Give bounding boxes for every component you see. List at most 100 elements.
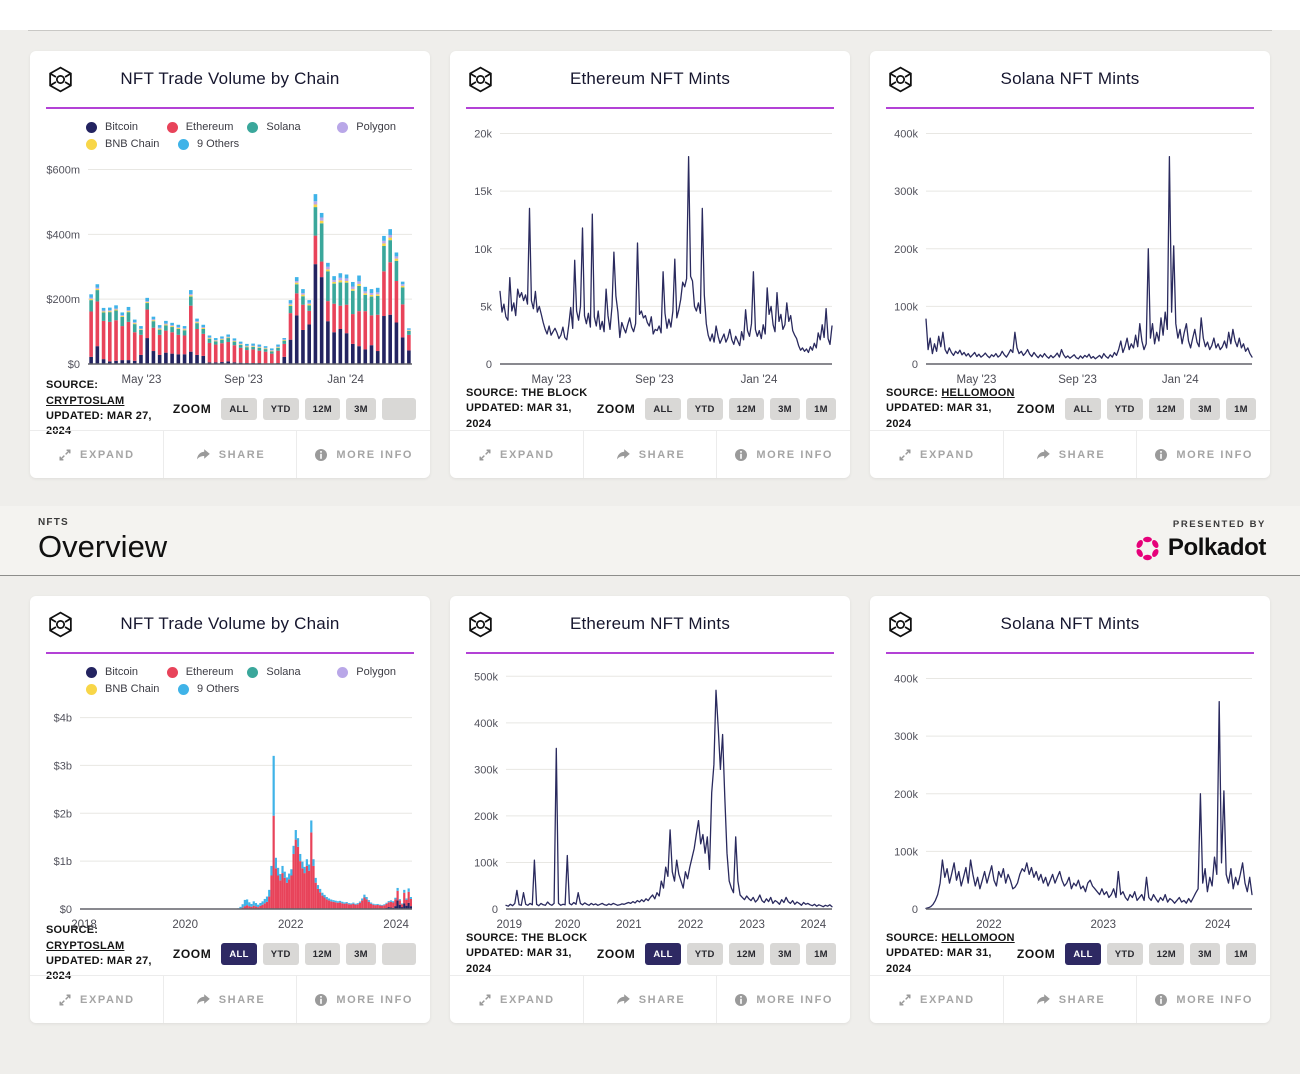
share-button[interactable]: SHARE (162, 976, 297, 1023)
svg-text:2023: 2023 (739, 919, 765, 931)
legend-item-solana[interactable]: Solana (247, 666, 307, 678)
legend-item-ethereum[interactable]: Ethereum (166, 666, 233, 678)
card-solana-mints-12m: Solana NFT Mints 0 100k 200k 300k 400k May '2… (870, 51, 1270, 478)
zoom-button-3m[interactable]: 3M (770, 943, 800, 965)
source-row: SOURCE: CRYPTOSLAM UPDATED: MAR 27, 2024… (30, 924, 430, 982)
zoom-button-3m[interactable]: 3M (346, 943, 376, 965)
more-info-button[interactable]: MORE INFO (1136, 431, 1270, 478)
zoom-button-all[interactable]: ALL (221, 398, 257, 420)
legend-label: Solana (266, 666, 301, 678)
share-button[interactable]: SHARE (582, 431, 717, 478)
svg-text:Sep '23: Sep '23 (224, 374, 263, 386)
source-link[interactable]: THE BLOCK (521, 931, 588, 944)
share-button[interactable]: SHARE (582, 976, 717, 1023)
more-info-button[interactable]: MORE INFO (296, 976, 430, 1023)
legend-label: BNB Chain (105, 683, 160, 695)
zoom-button-3m[interactable]: 3M (1190, 943, 1220, 965)
zoom-button-ytd[interactable]: YTD (686, 398, 723, 420)
zoom-button-12m[interactable]: 12M (728, 943, 764, 965)
zoom-controls: ZOOM ALL YTD 12M 3M 1M (1017, 943, 1256, 965)
zoom-button-blank[interactable] (382, 398, 416, 420)
info-icon (315, 448, 328, 461)
legend-item-ethereum[interactable]: Ethereum (166, 121, 233, 133)
zoom-button-12m[interactable]: 12M (304, 398, 340, 420)
svg-text:$2b: $2b (54, 808, 72, 820)
zoom-button-3m[interactable]: 3M (770, 398, 800, 420)
expand-button[interactable]: EXPAND (450, 976, 583, 1023)
legend-dot (247, 666, 259, 678)
zoom-button-1m[interactable]: 1M (806, 943, 836, 965)
zoom-button-12m[interactable]: 12M (1148, 398, 1184, 420)
zoom-button-ytd[interactable]: YTD (1106, 943, 1143, 965)
zoom-button-all[interactable]: ALL (645, 398, 681, 420)
more-info-button[interactable]: MORE INFO (1136, 976, 1270, 1023)
source-link[interactable]: THE BLOCK (521, 386, 588, 399)
svg-text:500k: 500k (474, 671, 498, 683)
more-info-button[interactable]: MORE INFO (296, 431, 430, 478)
zoom-button-all[interactable]: ALL (1065, 943, 1101, 965)
expand-button[interactable]: EXPAND (30, 431, 163, 478)
zoom-button-3m[interactable]: 3M (1190, 398, 1220, 420)
share-button[interactable]: SHARE (1002, 976, 1137, 1023)
legend-item-bitcoin[interactable]: Bitcoin (86, 121, 153, 133)
zoom-button-ytd[interactable]: YTD (686, 943, 723, 965)
zoom-button-ytd[interactable]: YTD (1106, 398, 1143, 420)
zoom-button-12m[interactable]: 12M (304, 943, 340, 965)
legend-item-solana[interactable]: Solana (247, 121, 307, 133)
expand-button[interactable]: EXPAND (30, 976, 163, 1023)
svg-text:2018: 2018 (71, 919, 97, 931)
zoom-button-1m[interactable]: 1M (806, 398, 836, 420)
title-underline (466, 652, 834, 654)
expand-button[interactable]: EXPAND (870, 976, 1003, 1023)
svg-text:$400m: $400m (46, 229, 80, 241)
legend-label: 9 Others (197, 138, 240, 150)
source-link[interactable]: HELLOMOON (941, 931, 1015, 944)
legend-item-bnb-chain[interactable]: BNB Chain (86, 138, 164, 150)
expand-label: EXPAND (80, 993, 135, 1006)
legend-item-9-others[interactable]: 9 Others (178, 683, 256, 695)
expand-button[interactable]: EXPAND (450, 431, 583, 478)
title-underline (466, 107, 834, 109)
legend-item-9-others[interactable]: 9 Others (178, 138, 256, 150)
source-link[interactable]: CRYPTOSLAM (46, 394, 125, 407)
legend-item-polygon[interactable]: Polygon (337, 666, 396, 678)
zoom-button-all[interactable]: ALL (1065, 398, 1101, 420)
svg-text:2022: 2022 (278, 919, 304, 931)
svg-text:100k: 100k (474, 857, 498, 869)
zoom-button-3m[interactable]: 3M (346, 398, 376, 420)
share-icon (196, 993, 210, 1004)
zoom-button-12m[interactable]: 12M (728, 398, 764, 420)
card-actions: EXPAND SHARE MORE INFO (450, 975, 850, 1023)
legend-label: Polygon (356, 666, 396, 678)
more-info-button[interactable]: MORE INFO (716, 431, 850, 478)
legend-item-polygon[interactable]: Polygon (337, 121, 396, 133)
svg-text:0: 0 (912, 904, 918, 916)
zoom-button-1m[interactable]: 1M (1226, 398, 1256, 420)
zoom-button-blank[interactable] (382, 943, 416, 965)
legend-item-bnb-chain[interactable]: BNB Chain (86, 683, 164, 695)
source-link[interactable]: HELLOMOON (941, 386, 1015, 399)
svg-text:2020: 2020 (555, 919, 581, 931)
chart-legend: Bitcoin Ethereum Solana Polygon BNB Chai… (30, 109, 430, 150)
source-label: SOURCE: (46, 379, 99, 392)
nft-cube-icon (46, 610, 75, 644)
svg-text:15k: 15k (474, 186, 492, 198)
svg-text:2021: 2021 (616, 919, 642, 931)
zoom-label: ZOOM (1016, 402, 1056, 416)
share-button[interactable]: SHARE (162, 431, 297, 478)
zoom-button-ytd[interactable]: YTD (262, 943, 299, 965)
source-row: SOURCE: THE BLOCK UPDATED: MAR 31, 2024 … (450, 386, 850, 430)
page-title: Overview (38, 528, 168, 564)
polkadot-wordmark[interactable]: Polkadot (1167, 534, 1267, 561)
zoom-button-all[interactable]: ALL (221, 943, 257, 965)
expand-button[interactable]: EXPAND (870, 431, 1003, 478)
zoom-button-12m[interactable]: 12M (1148, 943, 1184, 965)
info-icon (735, 448, 748, 461)
zoom-button-all[interactable]: ALL (645, 943, 681, 965)
zoom-button-ytd[interactable]: YTD (262, 398, 299, 420)
more-info-button[interactable]: MORE INFO (716, 976, 850, 1023)
legend-item-bitcoin[interactable]: Bitcoin (86, 666, 153, 678)
share-button[interactable]: SHARE (1002, 431, 1137, 478)
zoom-button-1m[interactable]: 1M (1226, 943, 1256, 965)
source-link[interactable]: CRYPTOSLAM (46, 939, 125, 952)
